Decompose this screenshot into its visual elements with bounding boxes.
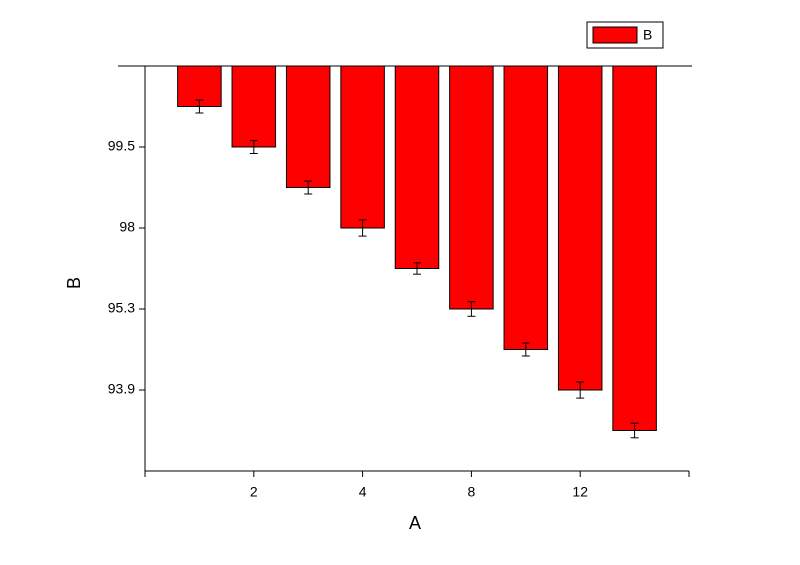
bar <box>231 65 277 148</box>
bar <box>340 65 385 229</box>
y-tick-label: 95.3 <box>108 300 135 316</box>
error-bar <box>195 99 204 114</box>
bar <box>285 65 331 188</box>
y-tick-label: 98 <box>119 219 135 235</box>
error-bar <box>413 262 421 275</box>
legend-swatch <box>592 26 638 44</box>
error-bar <box>521 342 530 357</box>
bar <box>612 65 657 431</box>
error-bar <box>358 219 367 237</box>
error-bar <box>467 301 476 317</box>
x-tick-label: 4 <box>359 484 367 500</box>
x-tick-label: 12 <box>572 484 588 500</box>
bar <box>449 65 494 310</box>
bar <box>503 65 549 350</box>
bar <box>394 65 440 269</box>
x-tick-label: 2 <box>250 484 258 500</box>
bar <box>557 65 603 391</box>
error-bar <box>630 422 639 439</box>
error-bar <box>576 381 585 399</box>
error-bar <box>249 140 258 154</box>
legend-label: B <box>643 27 652 43</box>
y-tick-label: 99.5 <box>108 138 135 154</box>
x-axis-title: A <box>409 513 421 533</box>
y-tick-label: 93.9 <box>108 381 135 397</box>
error-bar <box>304 180 313 195</box>
y-axis-title: B <box>64 277 84 289</box>
x-tick-label: 8 <box>468 484 476 500</box>
